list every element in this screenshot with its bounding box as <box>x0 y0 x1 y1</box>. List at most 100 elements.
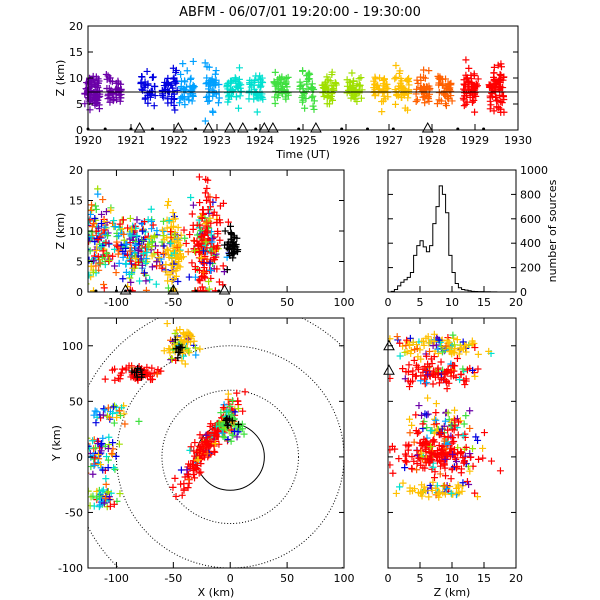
z-y-panel: 0 5 10 15 20 Z (km) <box>383 317 523 599</box>
source-point <box>466 407 474 415</box>
source-point <box>429 437 437 445</box>
x-axis-label: X (km) <box>198 586 235 599</box>
source-point <box>135 240 143 248</box>
source-point <box>470 70 478 78</box>
source-point <box>418 84 426 92</box>
source-point <box>275 89 283 97</box>
source-point <box>155 254 163 262</box>
source-point <box>224 422 232 430</box>
source-point <box>421 410 429 418</box>
y-tick-label: 0 <box>76 451 83 464</box>
source-point <box>172 79 180 87</box>
source-point <box>69 210 76 217</box>
x-tick-label: 5 <box>417 572 424 585</box>
y-tick-label: 20 <box>69 164 83 177</box>
source-point <box>165 253 173 261</box>
source-point <box>206 82 214 90</box>
source-point <box>324 76 332 84</box>
source-point <box>223 421 231 429</box>
source-point <box>121 420 129 428</box>
source-point <box>398 77 406 85</box>
source-point <box>136 277 144 285</box>
y-tick-label: 800 <box>520 188 541 201</box>
source-point <box>406 415 414 423</box>
source-point <box>209 108 217 116</box>
source-point <box>233 433 241 441</box>
source-point <box>458 487 466 495</box>
source-point <box>460 420 468 428</box>
source-point <box>246 79 254 87</box>
source-point <box>208 75 216 83</box>
source-point <box>298 81 306 89</box>
source-point <box>487 101 495 109</box>
source-point <box>114 243 122 251</box>
x-tick-label: -50 <box>164 296 182 309</box>
source-point <box>257 92 265 100</box>
source-point <box>201 59 209 67</box>
source-point <box>376 85 384 93</box>
source-point <box>466 450 474 458</box>
source-point <box>457 465 465 473</box>
source-point <box>497 63 505 71</box>
source-point <box>177 336 185 344</box>
axes-frame <box>87 317 345 569</box>
source-point <box>115 440 123 448</box>
source-point <box>184 463 192 471</box>
source-point <box>173 326 181 334</box>
source-point <box>141 95 149 103</box>
source-point <box>205 63 213 71</box>
source-point <box>227 230 235 238</box>
x-tick-label: 1922 <box>160 134 188 147</box>
source-point <box>190 447 198 455</box>
source-point <box>410 438 418 446</box>
source-point <box>85 87 93 95</box>
source-point <box>159 217 167 225</box>
source-point <box>207 231 215 239</box>
x-tick-label: 100 <box>334 296 355 309</box>
source-point <box>202 175 210 183</box>
source-point <box>168 355 176 363</box>
source-point <box>466 424 474 432</box>
source-point <box>422 459 430 467</box>
source-point <box>426 347 434 355</box>
source-point <box>180 95 188 103</box>
source-point <box>380 75 388 83</box>
source-point <box>146 276 154 284</box>
source-point <box>212 245 220 253</box>
source-point <box>258 93 266 101</box>
source-point <box>153 258 161 266</box>
source-point <box>96 501 104 509</box>
ground-strike-triangle <box>258 121 271 133</box>
source-point <box>424 371 432 379</box>
x-tick-label: 20 <box>509 296 523 309</box>
source-point <box>169 483 177 491</box>
source-point <box>196 199 204 207</box>
source-point <box>271 100 279 108</box>
source-point <box>391 445 399 453</box>
source-point <box>179 60 187 68</box>
source-point <box>102 208 110 216</box>
source-point <box>90 252 98 260</box>
source-point <box>471 489 479 497</box>
source-point <box>427 443 435 451</box>
y-tick-label: 50 <box>69 395 83 408</box>
source-point <box>198 283 206 291</box>
source-point <box>392 489 400 497</box>
source-point <box>462 443 470 451</box>
source-point <box>209 211 217 219</box>
source-point <box>101 375 109 383</box>
source-point <box>181 473 189 481</box>
source-point <box>102 239 110 247</box>
source-point <box>181 78 189 86</box>
source-point <box>231 74 239 82</box>
source-point <box>163 224 171 232</box>
source-point <box>408 421 416 429</box>
source-point <box>258 78 266 86</box>
ground-strike-triangle <box>172 121 185 133</box>
source-point <box>417 449 425 457</box>
source-point <box>165 217 173 225</box>
source-point <box>90 436 98 444</box>
source-point <box>455 350 463 358</box>
source-point <box>485 81 493 89</box>
source-point <box>104 404 112 412</box>
